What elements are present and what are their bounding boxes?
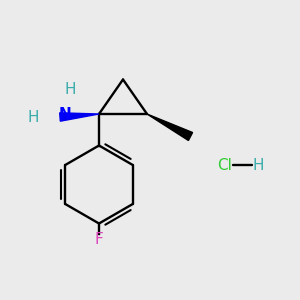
Polygon shape	[147, 114, 193, 140]
Text: F: F	[94, 232, 103, 247]
Text: N: N	[59, 106, 72, 122]
Text: H: H	[252, 158, 264, 172]
Text: H: H	[27, 110, 39, 124]
Text: H: H	[65, 82, 76, 98]
Text: Cl: Cl	[218, 158, 232, 172]
Polygon shape	[60, 113, 99, 121]
